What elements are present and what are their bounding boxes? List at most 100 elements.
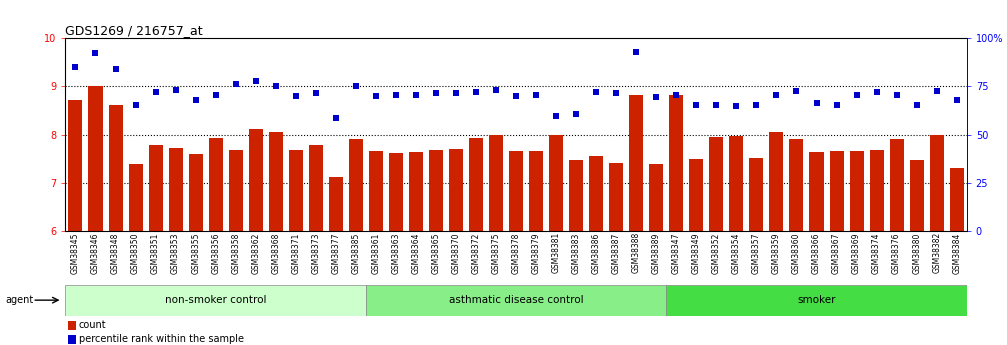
Bar bbox=[609, 162, 623, 231]
Point bbox=[228, 81, 244, 87]
Point bbox=[347, 83, 364, 89]
Bar bbox=[409, 152, 423, 231]
Point bbox=[548, 114, 564, 119]
Text: GSM38375: GSM38375 bbox=[491, 232, 500, 274]
Point bbox=[888, 92, 904, 98]
Bar bbox=[348, 139, 363, 231]
Bar bbox=[650, 164, 664, 231]
Bar bbox=[129, 165, 143, 231]
Text: GSM38367: GSM38367 bbox=[832, 232, 841, 274]
Point bbox=[949, 97, 965, 102]
Point bbox=[468, 89, 484, 95]
Text: GSM38371: GSM38371 bbox=[291, 232, 300, 274]
Text: GSM38379: GSM38379 bbox=[532, 232, 541, 274]
Point bbox=[147, 89, 163, 95]
Text: asthmatic disease control: asthmatic disease control bbox=[449, 295, 583, 305]
Text: GSM38363: GSM38363 bbox=[392, 232, 401, 274]
Bar bbox=[389, 153, 403, 231]
Text: GSM38384: GSM38384 bbox=[953, 232, 962, 274]
Point bbox=[849, 92, 865, 98]
Text: GSM38381: GSM38381 bbox=[552, 232, 561, 274]
Bar bbox=[68, 321, 76, 330]
Text: GSM38383: GSM38383 bbox=[572, 232, 581, 274]
Point bbox=[768, 92, 784, 98]
Point bbox=[368, 93, 384, 99]
Bar bbox=[549, 135, 563, 231]
Bar bbox=[469, 138, 483, 231]
Text: GSM38378: GSM38378 bbox=[512, 232, 521, 274]
Bar bbox=[329, 177, 342, 231]
Point bbox=[829, 102, 845, 107]
Point bbox=[688, 102, 704, 107]
Bar bbox=[830, 151, 844, 231]
Point bbox=[288, 93, 304, 99]
Bar bbox=[769, 132, 783, 231]
Text: GSM38389: GSM38389 bbox=[652, 232, 661, 274]
Text: percentile rank within the sample: percentile rank within the sample bbox=[79, 334, 244, 344]
Point bbox=[588, 89, 604, 95]
Text: GSM38372: GSM38372 bbox=[471, 232, 480, 274]
Point bbox=[608, 91, 624, 96]
Text: GSM38361: GSM38361 bbox=[372, 232, 381, 274]
Bar bbox=[366, 285, 667, 316]
Bar bbox=[709, 137, 723, 231]
Bar bbox=[870, 150, 883, 231]
Text: smoker: smoker bbox=[798, 295, 836, 305]
Bar bbox=[889, 139, 903, 231]
Bar bbox=[149, 145, 162, 231]
Bar bbox=[950, 168, 964, 231]
Point bbox=[649, 94, 665, 100]
Bar bbox=[589, 156, 603, 231]
Point bbox=[67, 64, 84, 70]
Text: non-smoker control: non-smoker control bbox=[165, 295, 267, 305]
Bar bbox=[670, 95, 684, 231]
Text: GSM38376: GSM38376 bbox=[892, 232, 901, 274]
Point bbox=[408, 92, 424, 98]
Text: GSM38353: GSM38353 bbox=[171, 232, 180, 274]
Point bbox=[728, 103, 744, 108]
Point bbox=[508, 93, 524, 99]
Text: count: count bbox=[79, 321, 107, 331]
Point bbox=[268, 83, 284, 89]
Text: GSM38368: GSM38368 bbox=[271, 232, 280, 274]
Bar bbox=[449, 149, 463, 231]
Point bbox=[327, 115, 343, 120]
Point bbox=[568, 111, 584, 117]
Text: GSM38356: GSM38356 bbox=[211, 232, 221, 274]
Text: GDS1269 / 216757_at: GDS1269 / 216757_at bbox=[65, 24, 203, 37]
Text: GSM38386: GSM38386 bbox=[592, 232, 601, 274]
Text: GSM38348: GSM38348 bbox=[111, 232, 120, 274]
Text: GSM38366: GSM38366 bbox=[812, 232, 821, 274]
Point bbox=[388, 92, 404, 98]
Bar bbox=[68, 100, 83, 231]
Text: GSM38357: GSM38357 bbox=[752, 232, 761, 274]
Text: GSM38388: GSM38388 bbox=[631, 232, 640, 274]
Point bbox=[528, 92, 544, 98]
Text: GSM38349: GSM38349 bbox=[692, 232, 701, 274]
Point bbox=[448, 91, 464, 96]
Text: GSM38347: GSM38347 bbox=[672, 232, 681, 274]
Point bbox=[128, 102, 144, 107]
Point bbox=[669, 92, 685, 98]
Text: GSM38351: GSM38351 bbox=[151, 232, 160, 274]
Bar bbox=[249, 129, 263, 231]
Bar bbox=[789, 139, 804, 231]
Text: GSM38346: GSM38346 bbox=[91, 232, 100, 274]
Point bbox=[908, 102, 924, 107]
Point bbox=[809, 100, 825, 106]
Text: GSM38382: GSM38382 bbox=[932, 232, 942, 274]
Text: GSM38365: GSM38365 bbox=[431, 232, 440, 274]
Text: GSM38369: GSM38369 bbox=[852, 232, 861, 274]
Bar bbox=[929, 135, 944, 231]
Text: GSM38354: GSM38354 bbox=[732, 232, 741, 274]
Bar bbox=[749, 158, 763, 231]
Point bbox=[708, 102, 724, 107]
Point bbox=[748, 102, 764, 107]
Text: GSM38364: GSM38364 bbox=[412, 232, 421, 274]
Text: GSM38387: GSM38387 bbox=[611, 232, 620, 274]
Text: GSM38358: GSM38358 bbox=[232, 232, 241, 274]
Bar bbox=[168, 148, 182, 231]
Bar bbox=[909, 160, 923, 231]
Bar bbox=[369, 151, 383, 231]
Point bbox=[428, 91, 444, 96]
